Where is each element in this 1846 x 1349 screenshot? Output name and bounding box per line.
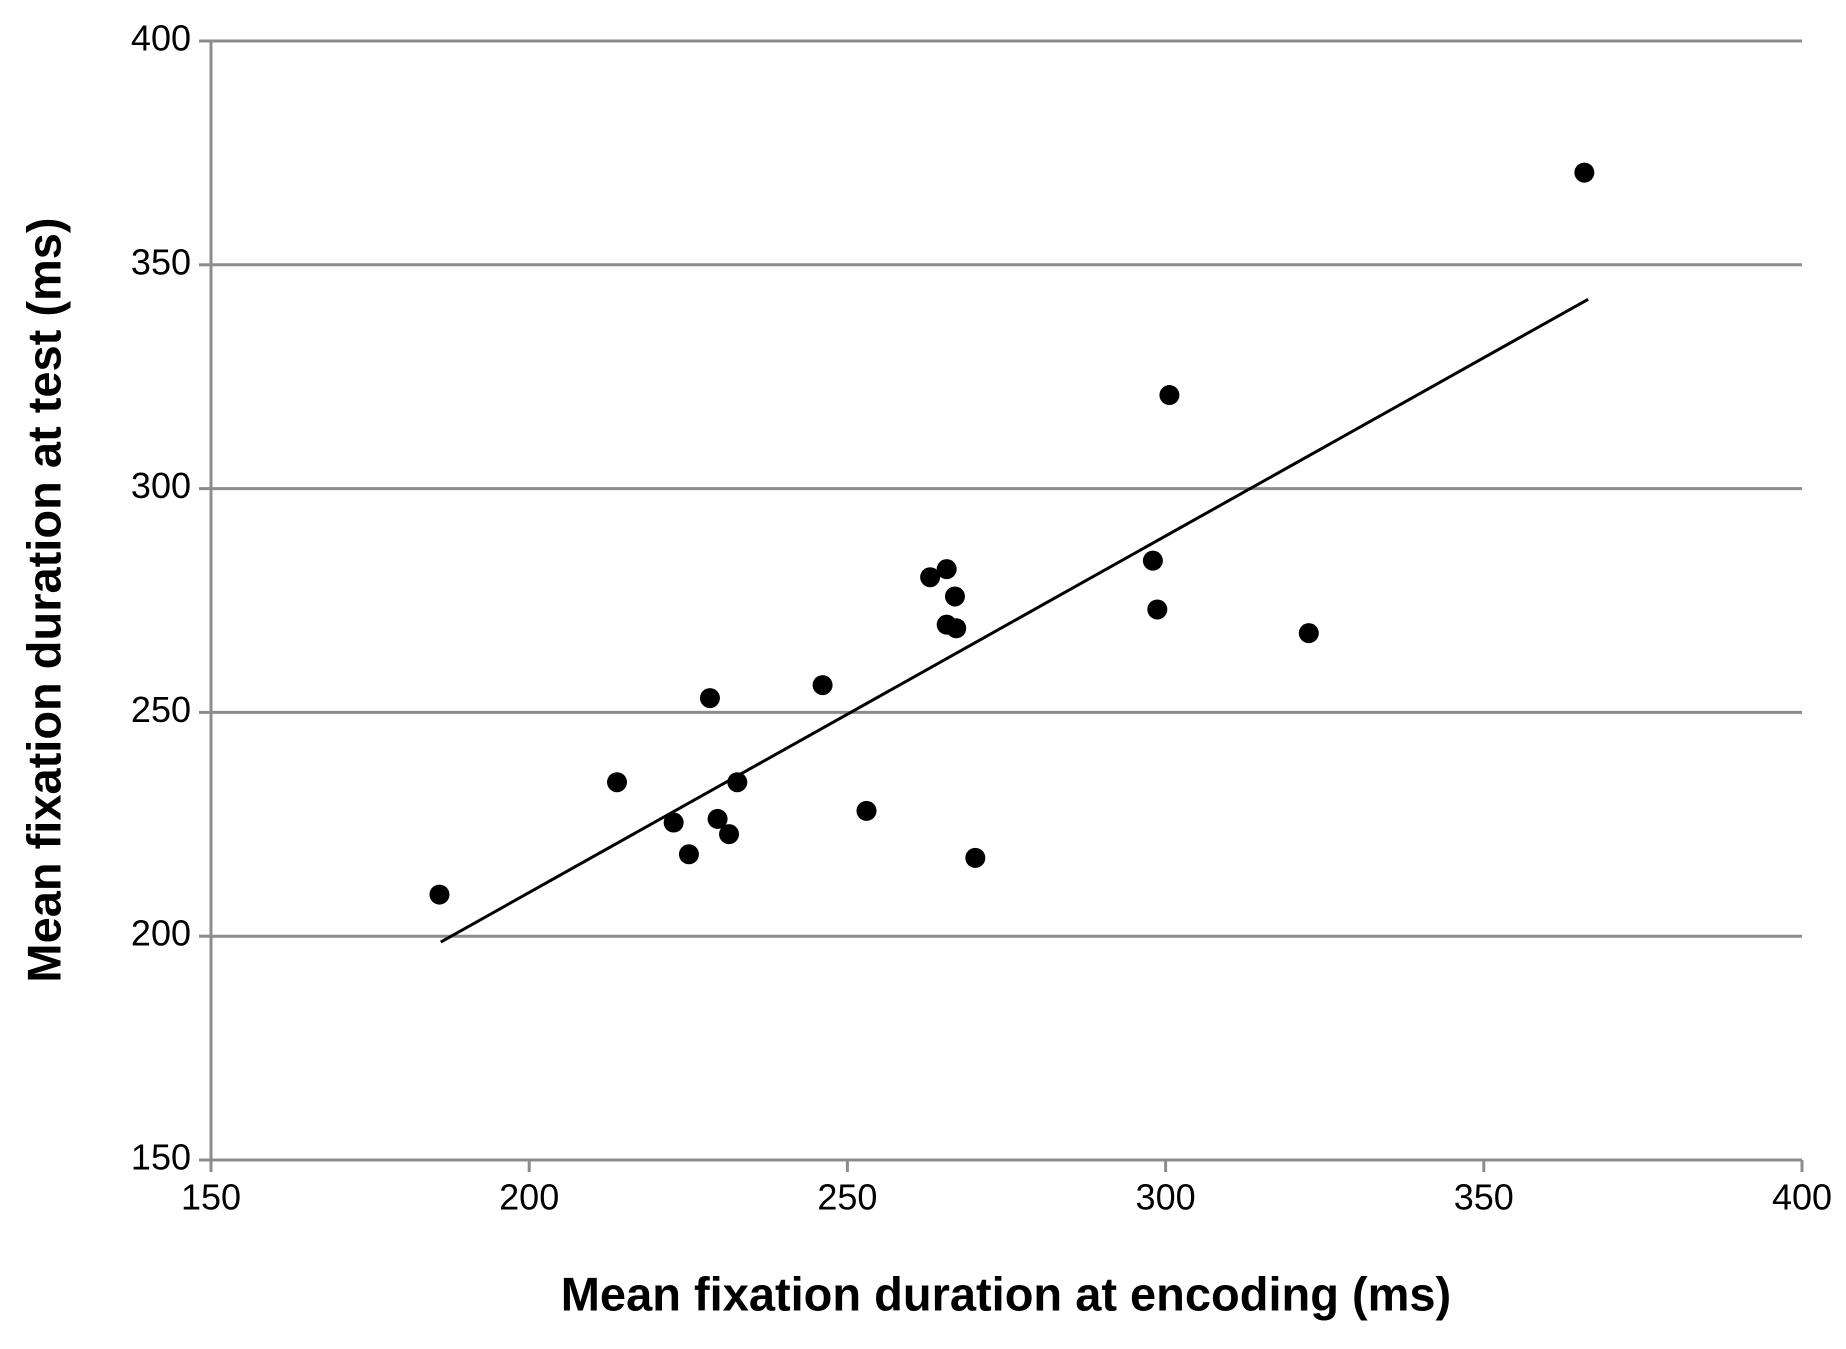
point: [429, 884, 450, 905]
y-tick-label: 400: [131, 18, 191, 59]
x-tick-label: 150: [181, 1177, 241, 1218]
point: [944, 586, 965, 607]
point: [920, 567, 941, 588]
point: [719, 824, 740, 845]
point: [1147, 599, 1168, 620]
x-tick-label: 250: [817, 1177, 877, 1218]
x-axis-label: Mean fixation duration at encoding (ms): [561, 1267, 1451, 1320]
x-tick-label: 400: [1772, 1177, 1832, 1218]
point: [678, 844, 699, 865]
point: [1298, 623, 1319, 644]
x-tick-label: 350: [1454, 1177, 1514, 1218]
point: [856, 800, 877, 821]
point: [727, 772, 748, 793]
point: [936, 559, 957, 580]
point: [1574, 162, 1595, 183]
point: [707, 808, 728, 829]
point: [946, 618, 967, 639]
x-tick-label: 200: [499, 1177, 559, 1218]
trendline: [440, 297, 1589, 944]
y-tick-label: 200: [131, 913, 191, 954]
y-axis-label: Mean fixation duration at test (ms): [17, 217, 70, 982]
point: [663, 812, 684, 833]
point: [965, 847, 986, 868]
y-tick-label: 300: [131, 465, 191, 506]
point: [607, 772, 628, 793]
point: [1142, 550, 1163, 571]
x-tick-label: 300: [1136, 1177, 1196, 1218]
point: [812, 675, 833, 696]
point: [699, 688, 720, 709]
y-tick-label: 150: [131, 1137, 191, 1178]
point: [1159, 385, 1180, 406]
y-tick-label: 250: [131, 689, 191, 730]
y-tick-label: 350: [131, 241, 191, 282]
